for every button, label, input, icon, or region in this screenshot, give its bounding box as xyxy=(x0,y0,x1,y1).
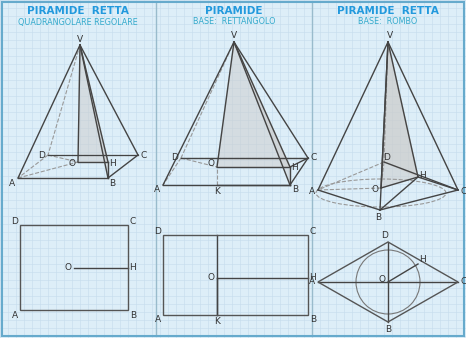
Text: C: C xyxy=(461,277,466,287)
Text: H: H xyxy=(292,163,298,171)
Text: O: O xyxy=(69,160,75,169)
Text: B: B xyxy=(130,311,136,319)
Text: H: H xyxy=(110,160,116,169)
Polygon shape xyxy=(384,42,418,177)
Text: D: D xyxy=(12,217,19,225)
Text: O: O xyxy=(378,274,385,284)
Text: A: A xyxy=(309,188,315,196)
Text: PIRAMIDE  RETTA: PIRAMIDE RETTA xyxy=(337,6,439,16)
Text: D: D xyxy=(155,226,161,236)
Text: B: B xyxy=(375,213,381,221)
Text: O: O xyxy=(64,264,71,272)
Polygon shape xyxy=(217,42,290,167)
Polygon shape xyxy=(381,42,418,188)
Text: H: H xyxy=(419,170,426,179)
Text: V: V xyxy=(231,31,237,41)
Polygon shape xyxy=(78,45,108,162)
Text: C: C xyxy=(141,150,147,160)
Text: C: C xyxy=(311,153,317,163)
Text: C: C xyxy=(130,217,136,225)
Text: H: H xyxy=(418,256,425,265)
Text: BASE:  ROMBO: BASE: ROMBO xyxy=(358,18,418,26)
Polygon shape xyxy=(234,42,290,185)
Text: K: K xyxy=(214,316,220,325)
Text: O: O xyxy=(207,273,214,283)
Text: PIRAMIDE  RETTA: PIRAMIDE RETTA xyxy=(27,6,129,16)
Text: H: H xyxy=(130,264,137,272)
Text: D: D xyxy=(171,153,178,163)
Text: A: A xyxy=(309,277,315,287)
Text: C: C xyxy=(310,226,316,236)
Text: B: B xyxy=(385,324,391,334)
Text: A: A xyxy=(12,311,18,319)
Text: A: A xyxy=(155,315,161,324)
Text: O: O xyxy=(207,159,214,168)
Polygon shape xyxy=(80,45,108,178)
Text: V: V xyxy=(77,34,83,44)
Text: D: D xyxy=(384,152,391,162)
Text: O: O xyxy=(371,186,378,194)
Text: B: B xyxy=(292,186,298,194)
Text: K: K xyxy=(214,187,220,195)
Text: V: V xyxy=(387,31,393,41)
Text: BASE:  RETTANGOLO: BASE: RETTANGOLO xyxy=(193,18,275,26)
Text: D: D xyxy=(39,150,46,160)
Text: B: B xyxy=(109,178,115,188)
Text: QUADRANGOLARE REGOLARE: QUADRANGOLARE REGOLARE xyxy=(18,18,138,26)
Text: PIRAMIDE: PIRAMIDE xyxy=(205,6,263,16)
Text: C: C xyxy=(461,188,466,196)
Text: D: D xyxy=(382,232,389,241)
Text: A: A xyxy=(154,186,160,194)
Text: A: A xyxy=(9,178,15,188)
Text: H: H xyxy=(309,273,316,283)
Text: B: B xyxy=(310,315,316,324)
